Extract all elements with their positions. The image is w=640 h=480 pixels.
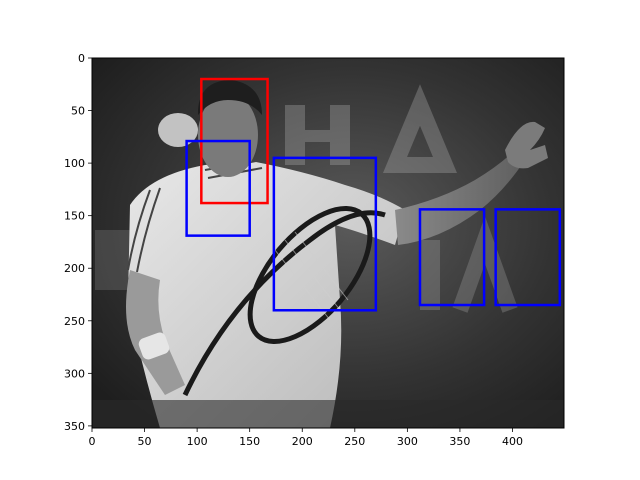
player-arm bbox=[395, 150, 525, 245]
x-tick-label: 0 bbox=[89, 435, 96, 448]
blue-bounding-box-2 bbox=[272, 156, 378, 312]
x-axis-ticks: 0 50 100 150 200 250 300 350 400 bbox=[89, 428, 523, 448]
tennis-ball bbox=[158, 113, 198, 147]
y-tick-label: 50 bbox=[71, 105, 85, 118]
x-tick-label: 200 bbox=[292, 435, 313, 448]
y-tick-label: 300 bbox=[64, 367, 85, 380]
player-left-arm bbox=[126, 270, 185, 395]
player-hair bbox=[198, 80, 262, 115]
y-tick-label: 100 bbox=[64, 157, 85, 170]
player-head bbox=[198, 93, 258, 177]
x-tick-label: 250 bbox=[344, 435, 365, 448]
axes-frame bbox=[91, 57, 565, 429]
y-axis-ticks: 0 50 100 150 200 250 300 350 bbox=[64, 52, 92, 433]
x-tick-label: 100 bbox=[187, 435, 208, 448]
x-tick-label: 350 bbox=[449, 435, 470, 448]
y-tick-label: 200 bbox=[64, 262, 85, 275]
player-shirt bbox=[128, 160, 405, 428]
y-tick-label: 350 bbox=[64, 420, 85, 433]
y-tick-label: 250 bbox=[64, 315, 85, 328]
wristband bbox=[138, 332, 170, 360]
x-tick-label: 400 bbox=[502, 435, 523, 448]
bounding-boxes bbox=[185, 77, 562, 312]
court-floor bbox=[92, 400, 564, 428]
y-tick-label: 0 bbox=[78, 52, 85, 65]
blue-bounding-box-1 bbox=[185, 139, 251, 237]
tennis-player-photo bbox=[92, 58, 564, 428]
x-tick-label: 50 bbox=[138, 435, 152, 448]
x-tick-label: 150 bbox=[239, 435, 260, 448]
x-tick-label: 300 bbox=[397, 435, 418, 448]
tennis-racket bbox=[182, 206, 386, 397]
blue-bounding-box-4 bbox=[494, 208, 562, 307]
blue-bounding-box-3 bbox=[418, 208, 486, 307]
y-tick-label: 150 bbox=[64, 210, 85, 223]
player-hand bbox=[505, 121, 548, 169]
